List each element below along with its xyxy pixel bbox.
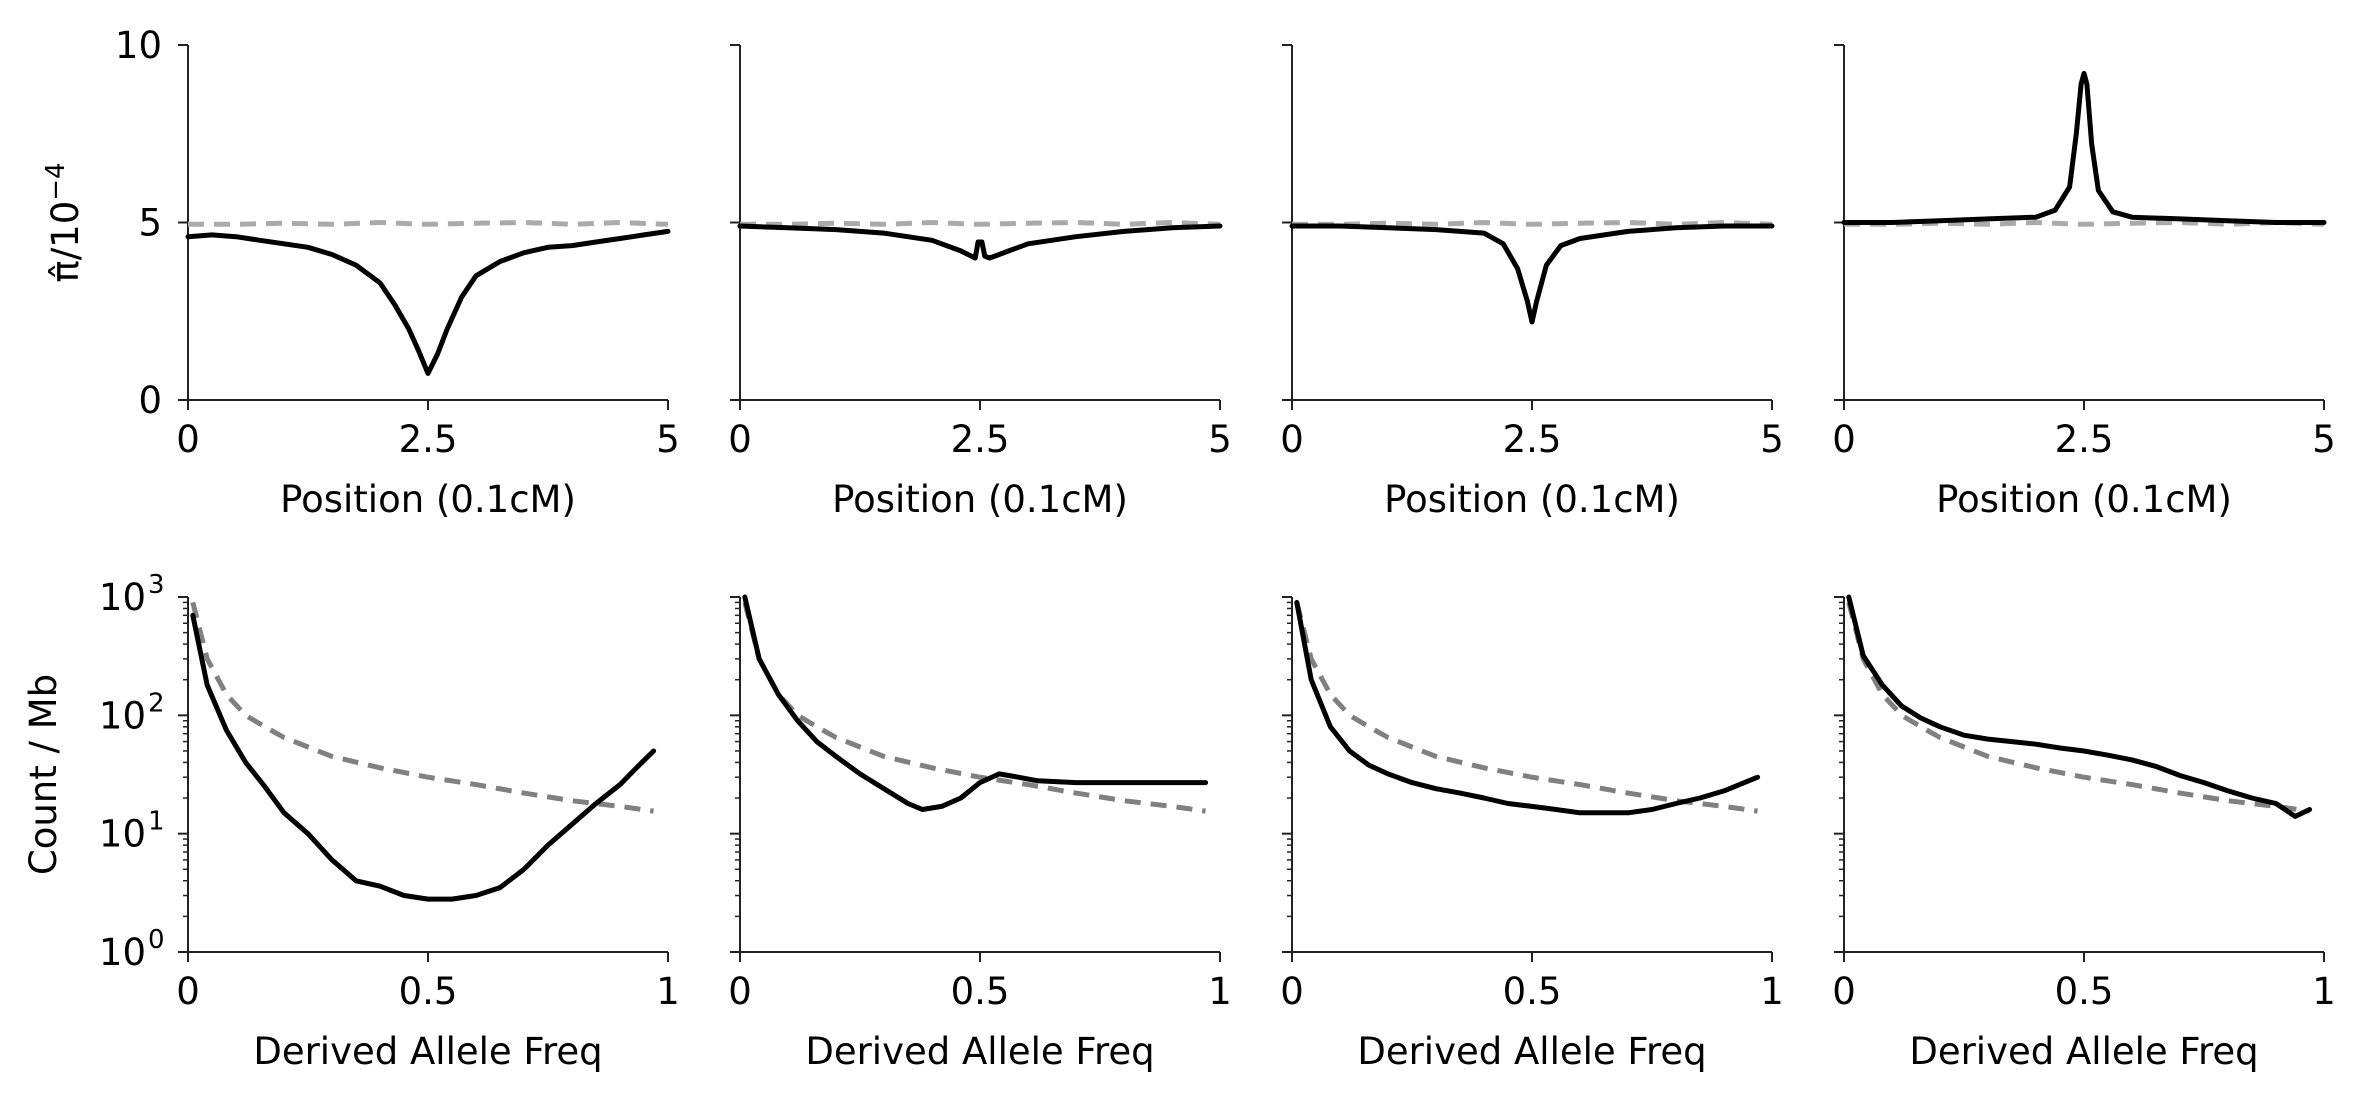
panel-top-3: 0 2.5 5 Position (0.1cM) xyxy=(1280,44,1784,521)
x-tick-label: 0 xyxy=(1832,970,1856,1013)
x-tick-label: 0 xyxy=(176,970,200,1013)
panel-top-1: 0 2.5 5 0 5 10 Position (0.1cM) xyxy=(115,24,680,521)
x-tick-label: 2.5 xyxy=(1503,418,1562,461)
x-tick-label: 1 xyxy=(2312,970,2336,1013)
x-tick-label: 0 xyxy=(1280,418,1304,461)
y-tick-label: 5 xyxy=(138,202,162,245)
bottom-y-axis-label: Count / Mb xyxy=(22,674,65,875)
neutral-series-line xyxy=(188,220,669,227)
x-tick-label: 5 xyxy=(1760,418,1784,461)
x-tick-label: 1 xyxy=(1760,970,1784,1013)
y-tick-exponent: 0 xyxy=(148,925,165,955)
x-tick-label: 2.5 xyxy=(2055,418,2114,461)
x-axis-label: Derived Allele Freq xyxy=(805,1030,1154,1073)
observed-series-line xyxy=(1289,223,1775,325)
top-y-axis-label: π̂/10−4 xyxy=(41,162,87,282)
neutral-series-line xyxy=(740,220,1221,227)
y-tick-label: 10 xyxy=(99,931,146,974)
x-axis-label: Derived Allele Freq xyxy=(253,1030,602,1073)
neutral-series-line xyxy=(742,601,1206,814)
x-axis-label: Position (0.1cM) xyxy=(1936,478,2232,521)
top-y-axis-label-base: π̂/10 xyxy=(44,201,87,283)
neutral-series-line xyxy=(1846,601,2310,814)
observed-series-line xyxy=(1294,599,1761,816)
x-tick-label: 0.5 xyxy=(2055,970,2114,1013)
observed-series-line xyxy=(185,228,671,376)
y-tick-label: 10 xyxy=(99,813,146,856)
y-tick-label: 10 xyxy=(99,576,146,619)
x-tick-label: 0 xyxy=(176,418,200,461)
x-tick-label: 0.5 xyxy=(399,970,458,1013)
x-axis-label: Position (0.1cM) xyxy=(280,478,576,521)
x-axis-label: Position (0.1cM) xyxy=(832,478,1128,521)
observed-series-line xyxy=(1841,70,2327,225)
y-tick-label: 0 xyxy=(138,379,162,422)
y-tick-exponent: 3 xyxy=(148,570,165,600)
top-y-axis-label-exponent: −4 xyxy=(41,162,71,200)
x-tick-label: 0 xyxy=(1280,970,1304,1013)
y-tick-label: 10 xyxy=(99,694,146,737)
observed-series-line xyxy=(742,594,1209,812)
panel-bottom-3: 0 0.5 1 Derived Allele Freq xyxy=(1280,596,1784,1073)
panel-top-4: 0 2.5 5 Position (0.1cM) xyxy=(1832,44,2336,521)
observed-series-line xyxy=(737,223,1223,261)
y-tick-exponent: 1 xyxy=(148,807,165,837)
x-tick-label: 1 xyxy=(656,970,680,1013)
x-axis-label: Derived Allele Freq xyxy=(1909,1030,2258,1073)
panel-top-2: 0 2.5 5 Position (0.1cM) xyxy=(728,44,1232,521)
x-tick-label: 1 xyxy=(1208,970,1232,1013)
panel-bottom-2: 0 0.5 1 Derived Allele Freq xyxy=(728,594,1232,1073)
neutral-series-line xyxy=(1292,220,1773,227)
x-tick-label: 0.5 xyxy=(1503,970,1562,1013)
x-axis-label: Derived Allele Freq xyxy=(1357,1030,1706,1073)
x-tick-label: 5 xyxy=(2312,418,2336,461)
observed-series-line xyxy=(1846,594,2313,819)
x-tick-label: 5 xyxy=(1208,418,1232,461)
x-tick-label: 0.5 xyxy=(951,970,1010,1013)
x-tick-label: 0 xyxy=(728,970,752,1013)
x-axis-label: Position (0.1cM) xyxy=(1384,478,1680,521)
x-tick-label: 5 xyxy=(656,418,680,461)
x-tick-label: 0 xyxy=(728,418,752,461)
neutral-series-line xyxy=(1294,601,1758,814)
panel-bottom-4: 0 0.5 1 Derived Allele Freq xyxy=(1832,594,2336,1073)
x-tick-label: 2.5 xyxy=(951,418,1010,461)
y-tick-exponent: 2 xyxy=(148,688,165,718)
observed-series-line xyxy=(190,612,657,902)
x-tick-label: 2.5 xyxy=(399,418,458,461)
y-tick-label: 10 xyxy=(115,24,162,67)
neutral-series-line xyxy=(190,601,654,814)
x-tick-label: 0 xyxy=(1832,418,1856,461)
